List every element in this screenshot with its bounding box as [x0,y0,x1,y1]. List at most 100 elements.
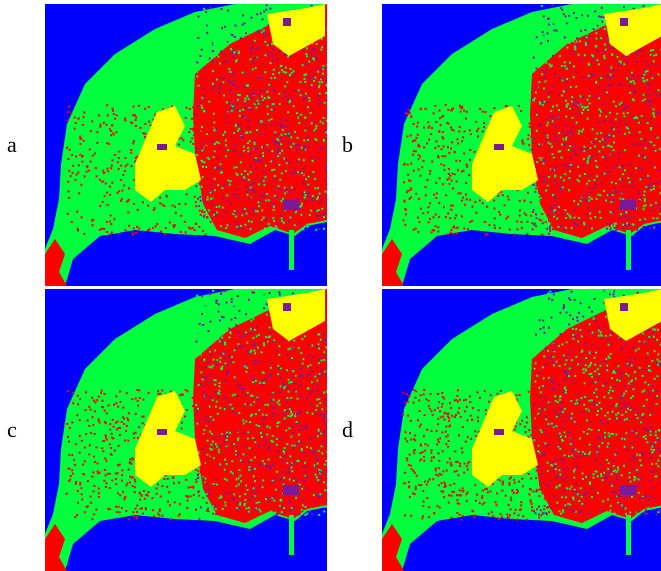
pixel-speckle [303,98,305,101]
pixel-speckle [253,495,256,497]
pixel-speckle [151,497,154,500]
pixel-speckle [588,196,591,199]
pixel-speckle [534,362,537,365]
pixel-speckle [546,461,549,464]
pixel-speckle [552,348,555,351]
pixel-speckle [575,121,578,124]
pixel-speckle [91,475,94,478]
pixel-speckle [223,441,226,444]
pixel-speckle [458,494,461,497]
pixel-speckle [544,221,547,224]
pixel-speckle [239,154,242,157]
pixel-speckle [284,133,287,136]
pixel-speckle [629,91,632,94]
pixel-speckle [621,191,624,194]
pixel-speckle [549,506,552,509]
pixel-speckle [249,93,251,96]
pixel-speckle [252,26,255,29]
pixel-speckle [618,119,621,122]
pixel-speckle [644,218,646,221]
pixel-speckle [562,509,564,512]
pixel-speckle [123,423,126,425]
pixel-speckle [568,189,571,192]
shadow-block [283,200,299,210]
pixel-speckle [136,504,139,507]
pixel-speckle [542,151,545,154]
pixel-speckle [453,150,456,153]
pixel-speckle [563,419,565,422]
pixel-speckle [312,120,315,123]
pixel-speckle [642,93,645,96]
pixel-speckle [252,304,255,307]
pixel-speckle [586,98,589,101]
pixel-speckle [212,60,215,63]
pixel-speckle [560,401,563,404]
pixel-speckle [518,104,520,107]
pixel-speckle [315,127,318,130]
pixel-speckle [577,450,580,453]
pixel-speckle [237,224,240,227]
pixel-speckle [609,396,612,399]
pixel-speckle [200,101,203,104]
bare-soil-area [267,289,325,341]
pixel-speckle [246,306,249,308]
pixel-speckle [83,511,86,514]
pixel-speckle [102,180,105,183]
pixel-speckle [256,99,259,102]
pixel-speckle [645,429,648,431]
pixel-speckle [318,513,321,516]
pixel-speckle [220,352,223,355]
pixel-speckle [265,440,268,443]
pixel-speckle [427,121,430,124]
pixel-speckle [554,463,557,465]
pixel-speckle [116,420,119,423]
pixel-speckle [248,107,251,109]
pixel-speckle [559,36,562,39]
pixel-speckle [138,389,141,392]
pixel-speckle [452,232,455,235]
pixel-speckle [551,485,554,488]
pixel-speckle [560,512,562,515]
pixel-speckle [218,91,221,94]
pixel-speckle [298,122,301,124]
pixel-speckle [589,88,592,91]
pixel-speckle [142,201,144,204]
pixel-speckle [157,483,159,486]
pixel-speckle [252,344,255,347]
pixel-speckle [306,512,309,515]
pixel-speckle [306,387,309,390]
pixel-speckle [303,167,306,170]
pixel-speckle [414,227,417,230]
pixel-speckle [657,89,660,92]
pixel-speckle [310,84,313,87]
pixel-speckle [238,94,241,96]
pixel-speckle [284,66,287,69]
pixel-speckle [655,53,658,56]
pixel-speckle [253,93,256,96]
pixel-speckle [537,24,540,27]
pixel-speckle [644,434,647,437]
pixel-speckle [603,396,606,399]
pixel-speckle [653,430,655,433]
pixel-speckle [133,478,136,481]
pixel-speckle [562,307,565,310]
pixel-speckle [271,393,274,396]
pixel-speckle [97,472,100,475]
pixel-speckle [205,125,208,128]
pixel-speckle [134,480,137,483]
pixel-speckle [214,379,217,382]
pixel-speckle [249,152,252,155]
pixel-speckle [605,512,608,515]
pixel-speckle [197,469,200,472]
panel-label-d: d [342,417,353,442]
pixel-speckle [594,470,597,473]
pixel-speckle [552,115,554,118]
pixel-speckle [209,197,212,200]
pixel-speckle [152,118,155,121]
pixel-speckle [155,487,158,490]
pixel-speckle [90,501,93,504]
pixel-speckle [451,141,454,144]
pixel-speckle [267,336,270,339]
pixel-speckle [266,340,269,343]
pixel-speckle [455,159,458,162]
